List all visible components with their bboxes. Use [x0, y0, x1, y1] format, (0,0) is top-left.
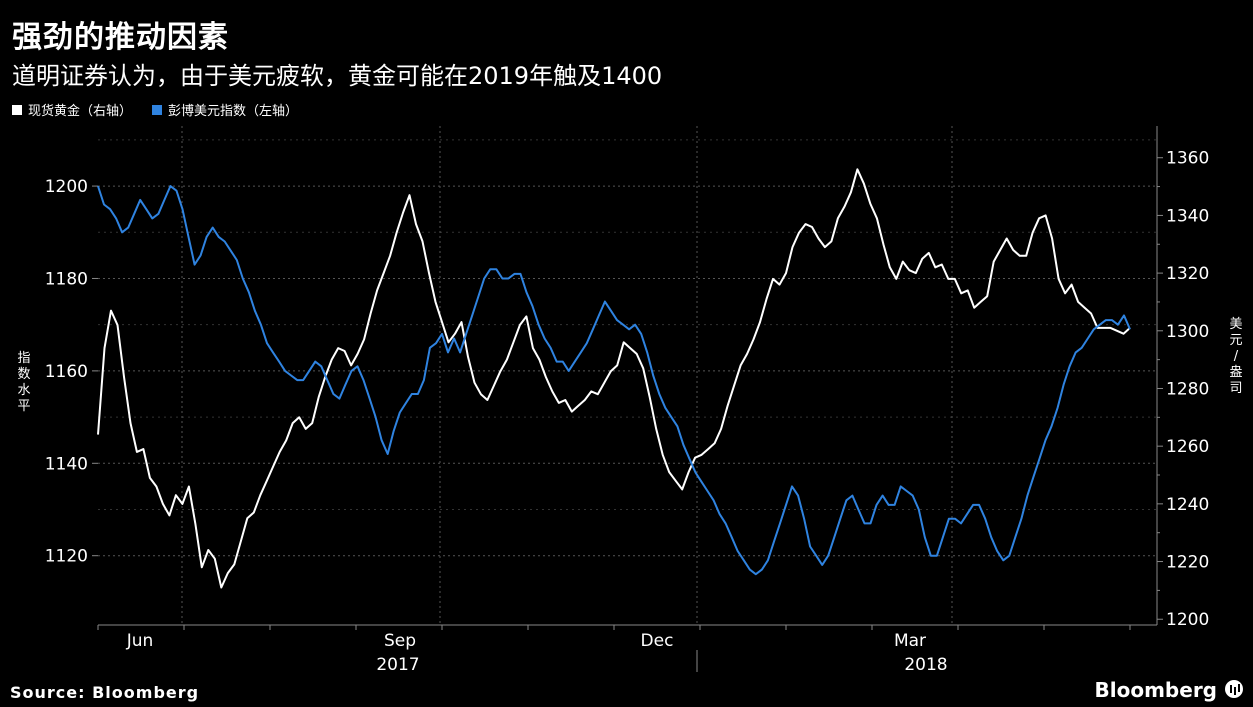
right-axis-tick-label: 1260	[1166, 437, 1209, 457]
bloomberg-chart-icon	[1225, 680, 1243, 698]
x-axis-month-label: Sep	[384, 631, 416, 651]
legend-label-gold: 现货黄金（右轴）	[28, 104, 133, 119]
legend-swatch-gold	[12, 104, 22, 115]
legend-label-dollar-index: 彭博美元指数（左轴）	[168, 104, 299, 119]
series-line-gold	[97, 168, 1131, 589]
x-axis-year-label: 2018	[904, 655, 947, 675]
left-axis-tick-label: 1160	[45, 362, 88, 382]
left-axis-title: 指数水平	[17, 351, 30, 414]
series-line-dollar-index	[97, 185, 1131, 576]
right-axis-tick-label: 1280	[1166, 379, 1209, 399]
left-axis-tick-label: 1180	[45, 269, 88, 289]
x-axis-year-label: 2017	[376, 655, 419, 675]
x-axis-month-label: Dec	[641, 631, 674, 651]
legend-swatch-dollar-index	[152, 104, 163, 115]
legend-item-dollar-index: 彭博美元指数（左轴）	[152, 100, 298, 119]
right-axis-title: 美元/盎司	[1229, 317, 1242, 396]
right-axis-tick-label: 1240	[1166, 495, 1209, 515]
right-axis-tick-label: 1300	[1166, 322, 1209, 342]
right-axis-tick-label: 1320	[1166, 264, 1209, 284]
x-axis-month-label: Mar	[894, 631, 926, 651]
bloomberg-logo: Bloomberg	[1094, 678, 1217, 702]
legend: 现货黄金（右轴） 彭博美元指数（左轴）	[12, 100, 298, 119]
left-axis-tick-label: 1140	[45, 454, 88, 474]
right-axis-tick-label: 1200	[1166, 610, 1209, 630]
left-axis-tick-label: 1200	[45, 177, 88, 197]
left-axis-tick-label: 1120	[45, 547, 88, 567]
right-axis-tick-label: 1340	[1166, 206, 1209, 226]
right-axis-tick-label: 1360	[1166, 149, 1209, 169]
chart-title: 强劲的推动因素	[12, 20, 229, 55]
legend-item-gold: 现货黄金（右轴）	[12, 100, 132, 119]
right-axis-tick-label: 1220	[1166, 553, 1209, 573]
chart-subtitle: 道明证券认为，由于美元疲软，黄金可能在2019年触及1400	[12, 62, 663, 90]
source-note: Source: Bloomberg	[10, 683, 200, 702]
x-axis-month-label: Jun	[126, 631, 154, 651]
